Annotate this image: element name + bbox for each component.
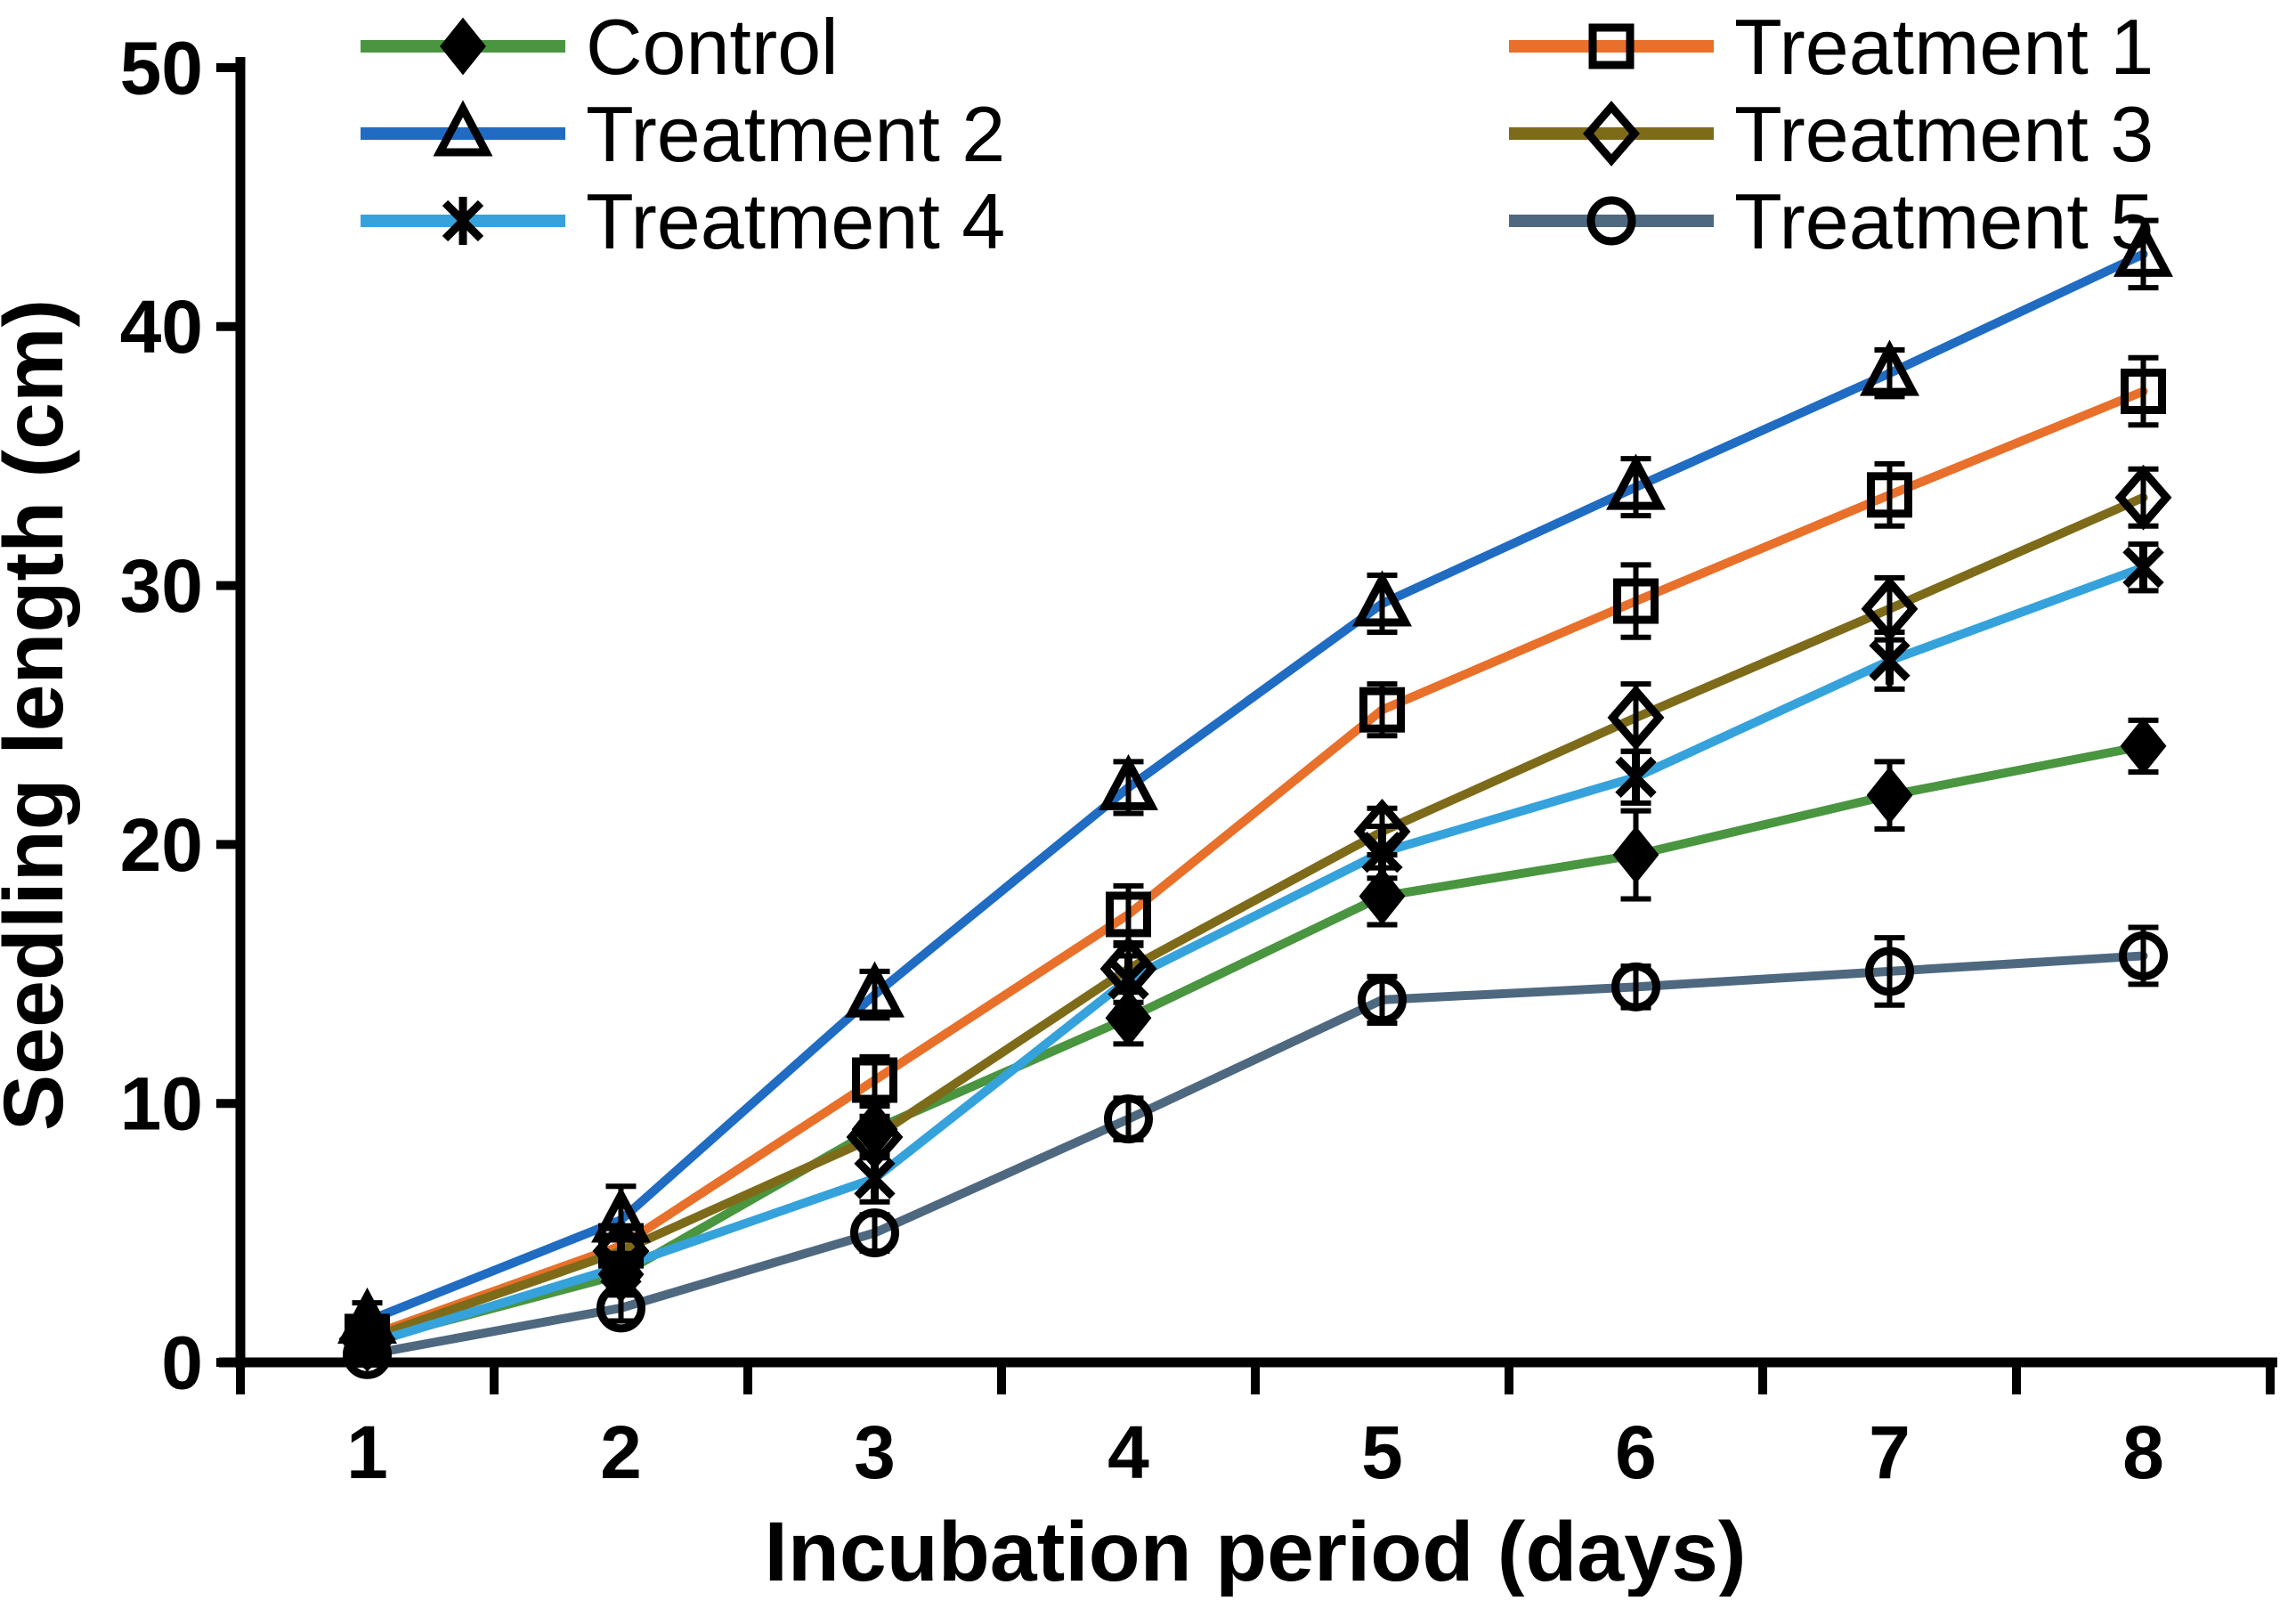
diamond-filled-marker [1359, 867, 1406, 925]
square-open-marker [1613, 578, 1659, 624]
diamond-open-marker [1583, 101, 1640, 167]
x-tick-label: 2 [600, 1410, 642, 1494]
square-open-marker [852, 1057, 897, 1103]
y-tick-label: 40 [120, 285, 203, 369]
legend-label: Treatment 3 [1734, 90, 2154, 178]
triangle-open-marker [433, 100, 493, 157]
triangle-open-marker [1352, 570, 1412, 627]
legend-item-treatment-3: Treatment 3 [1509, 90, 2154, 178]
y-tick-label: 30 [120, 544, 203, 628]
triangle-open-marker [1860, 339, 1919, 396]
circle-open-marker [1611, 962, 1660, 1012]
asterisk-marker [2122, 543, 2164, 592]
x-tick-label: 5 [1361, 1410, 1403, 1494]
circle-open-marker [850, 1208, 899, 1258]
triangle-open-marker [845, 961, 905, 1018]
asterisk-marker [600, 1242, 642, 1291]
triangle-open-marker [2113, 220, 2173, 277]
circle-open-marker [1865, 947, 1914, 996]
diamond-open-marker [1607, 685, 1665, 751]
y-tick-label: 20 [120, 803, 203, 887]
square-open-marker [2121, 369, 2166, 414]
legend-item-treatment-1: Treatment 1 [1509, 3, 2154, 91]
x-tick-label: 7 [1869, 1410, 1911, 1494]
asterisk-marker [1361, 828, 1403, 877]
y-tick-label: 0 [161, 1321, 203, 1404]
legend-item-treatment-5: Treatment 5 [1509, 177, 2154, 265]
circle-open-marker [1586, 196, 1636, 246]
asterisk-marker [442, 197, 484, 245]
square-open-marker [1106, 891, 1151, 938]
y-tick-label: 10 [120, 1062, 203, 1146]
series-points-treatment-5 [343, 924, 2168, 1379]
square-open-marker [1359, 687, 1405, 733]
asterisk-marker [1107, 955, 1149, 1004]
x-axis-title: Incubation period (days) [764, 1505, 1746, 1597]
legend-label: Treatment 1 [1734, 3, 2154, 91]
diamond-filled-marker [440, 17, 486, 76]
legend-item-control: Control [361, 3, 839, 91]
circle-open-marker [1104, 1094, 1153, 1144]
legend: Control Treatment 1 Treatment 2 Treatment 3… [361, 3, 2154, 265]
legend-label: Treatment 5 [1734, 177, 2154, 265]
triangle-open-marker [1099, 753, 1158, 810]
square-open-marker [1867, 472, 1912, 518]
series-layer [337, 217, 2173, 1379]
x-tick-label: 4 [1107, 1410, 1149, 1494]
y-axis-title: Seedling length (cm) [0, 299, 81, 1131]
triangle-open-marker [1606, 453, 1666, 510]
legend-label: Treatment 4 [586, 177, 1005, 265]
asterisk-marker [1869, 636, 1911, 685]
circle-open-marker [596, 1283, 645, 1333]
legend-label: Control [586, 3, 839, 91]
tick-labels-layer: 0 10 20 30 40 50 1 2 3 4 5 6 7 8 [120, 26, 2164, 1494]
diamond-filled-marker [1866, 766, 1913, 825]
x-tick-label: 8 [2122, 1410, 2164, 1494]
series-line-treatment-3 [362, 492, 2148, 1344]
legend-item-treatment-2: Treatment 2 [361, 90, 1005, 178]
circle-open-marker [1358, 975, 1407, 1025]
series-line-treatment-5 [362, 951, 2148, 1360]
y-tick-label: 50 [120, 26, 203, 110]
x-tick-label: 3 [854, 1410, 896, 1494]
diamond-filled-marker [1612, 825, 1659, 884]
x-tick-label: 6 [1615, 1410, 1657, 1494]
series-line-treatment-2 [362, 249, 2148, 1326]
square-open-marker [1588, 23, 1635, 69]
axes-layer [216, 57, 2277, 1394]
legend-item-treatment-4: Treatment 4 [361, 177, 1005, 265]
circle-open-marker [2119, 931, 2168, 980]
x-tick-label: 1 [346, 1410, 388, 1494]
diamond-open-marker [2114, 464, 2172, 531]
asterisk-marker [854, 1154, 896, 1203]
series-line-treatment-4 [362, 563, 2148, 1349]
legend-label: Treatment 2 [586, 90, 1005, 178]
series-line-treatment-1 [362, 386, 2148, 1341]
diamond-filled-marker [2120, 717, 2167, 776]
circle-open-marker [343, 1329, 392, 1379]
asterisk-marker [1615, 752, 1657, 801]
